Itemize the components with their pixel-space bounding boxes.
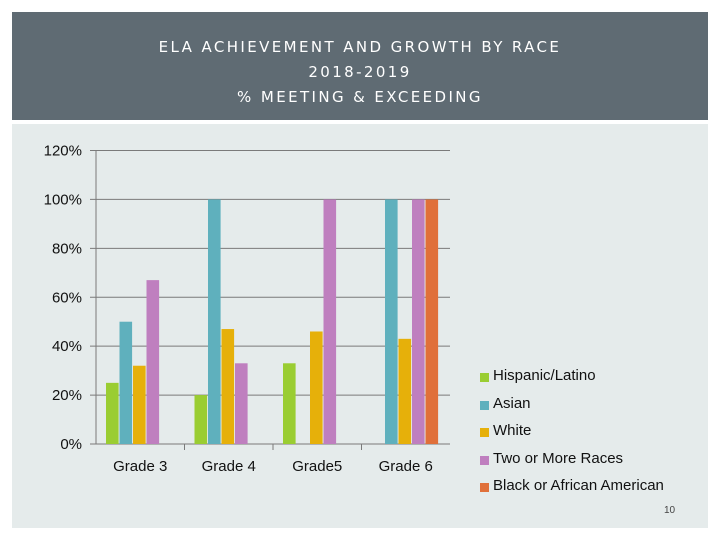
- x-tick-label: Grade 6: [379, 458, 433, 475]
- chart-title-line-1: ELA ACHIEVEMENT AND GROWTH BY RACE: [158, 38, 562, 56]
- legend-swatch: [480, 428, 489, 437]
- y-tick-label: 0%: [60, 436, 82, 453]
- y-tick-label: 120%: [44, 143, 82, 160]
- bar: [398, 338, 412, 444]
- bar: [412, 199, 425, 444]
- legend-swatch: [480, 483, 489, 492]
- legend-label: Hispanic/Latino: [493, 367, 596, 384]
- x-tick-label: Grade 3: [113, 458, 167, 475]
- bar-chart: 0% 20% 40% 60% 80% 100% 120% Grade 3 Grade 4 Grad…: [44, 143, 450, 475]
- chart-title-line-2: 2018-2019: [308, 63, 412, 81]
- bar: [323, 199, 337, 444]
- x-tick-label: Grade 4: [202, 458, 256, 475]
- y-tick-label: 100%: [44, 191, 82, 208]
- bar: [208, 199, 221, 444]
- y-tick-label: 60%: [52, 289, 82, 306]
- bar: [119, 321, 133, 444]
- legend-label: Black or African American: [493, 477, 664, 494]
- legend-swatch: [480, 400, 489, 410]
- bar: [106, 382, 119, 444]
- y-tick-label: 80%: [52, 240, 82, 257]
- bar: [133, 365, 146, 444]
- chart-panel: 0% 20% 40% 60% 80% 100% 120% Grade 3 Grade 4 Grad…: [12, 124, 708, 528]
- legend-label: Asian: [493, 394, 531, 412]
- bar: [283, 363, 296, 444]
- x-tick-label: Grade5: [292, 458, 342, 475]
- bar: [310, 331, 323, 444]
- bar: [425, 199, 439, 444]
- legend-label: White: [493, 422, 532, 439]
- page-number: 10: [664, 505, 676, 516]
- legend-swatch: [480, 373, 489, 382]
- y-tick-label: 20%: [52, 387, 82, 404]
- legend-label: Two or More Races: [493, 449, 624, 467]
- bar: [385, 199, 398, 444]
- bar: [235, 363, 248, 444]
- bar: [146, 280, 160, 444]
- chart-title-line-3: % MEETING & EXCEEDING: [237, 88, 483, 106]
- bar: [221, 329, 235, 444]
- legend-swatch: [480, 455, 489, 465]
- slide-header: ELA ACHIEVEMENT AND GROWTH BY RACE 2018-…: [12, 12, 708, 120]
- bar: [194, 395, 208, 444]
- y-tick-label: 40%: [52, 338, 82, 355]
